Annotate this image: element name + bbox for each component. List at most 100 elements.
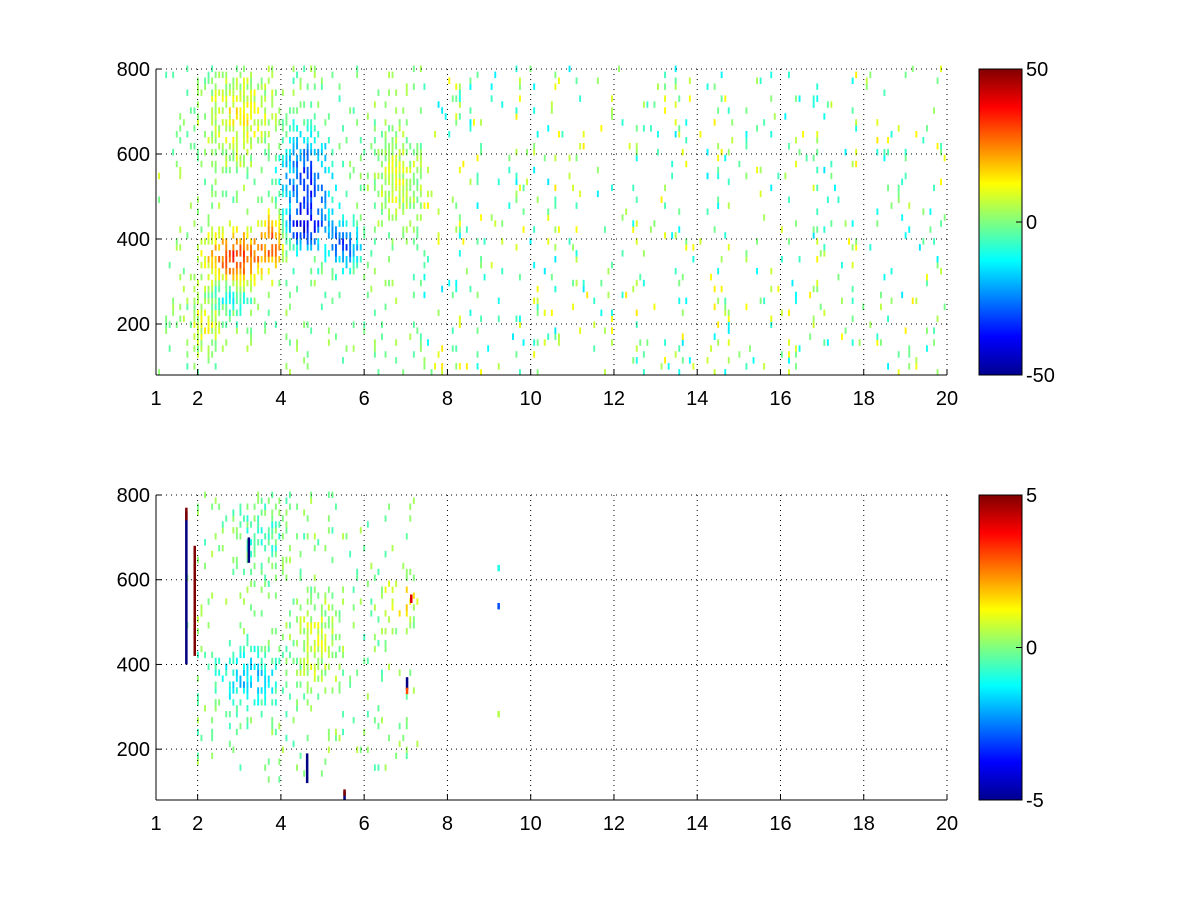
heatmap-cell	[929, 226, 932, 233]
heatmap-cell	[289, 202, 291, 209]
heatmap-cell	[289, 651, 291, 659]
heatmap-cell	[469, 119, 472, 126]
heatmap-cell	[299, 574, 302, 581]
heatmap-cell	[232, 273, 235, 281]
heatmap-cell	[211, 77, 214, 84]
heatmap-cell	[402, 196, 405, 203]
heatmap-cell	[674, 351, 677, 358]
heatmap-cell	[228, 722, 231, 730]
heatmap-cell	[338, 663, 341, 670]
heatmap-cell	[352, 214, 355, 221]
heatmap-cell	[388, 279, 390, 287]
heatmap-cell	[405, 166, 408, 174]
heatmap-cell	[296, 107, 298, 114]
heatmap-cell	[246, 539, 249, 546]
heatmap-cell	[317, 238, 320, 245]
heatmap-cell	[763, 214, 766, 221]
heatmap-cell	[232, 291, 235, 299]
heatmap-cell	[554, 71, 557, 79]
heatmap-cell	[232, 681, 235, 688]
heatmap-cell	[303, 509, 306, 516]
heatmap-cell	[575, 256, 578, 263]
heatmap-cell	[717, 143, 720, 150]
heatmap-cell	[324, 592, 327, 599]
heatmap-cell	[250, 83, 252, 90]
heatmap-cell	[257, 663, 260, 670]
heatmap-cell	[289, 214, 291, 221]
heatmap-cell	[384, 143, 387, 150]
heatmap-cell	[204, 291, 206, 299]
heatmap-cell	[373, 184, 376, 192]
heatmap-cell	[232, 89, 235, 96]
heatmap-cell	[193, 333, 196, 340]
heatmap-cell	[264, 327, 267, 334]
heatmap-cell	[373, 309, 376, 317]
heatmap-cell	[320, 214, 323, 221]
heatmap-cell	[908, 345, 911, 352]
heatmap-cell	[388, 143, 390, 150]
heatmap-cell	[285, 250, 288, 257]
heatmap-cell	[710, 345, 712, 352]
heatmap-cell	[197, 309, 199, 317]
heatmap-cell	[289, 160, 291, 168]
heatmap-cell	[490, 95, 493, 102]
heatmap-cell	[239, 622, 242, 629]
heatmap-cell	[250, 101, 252, 108]
heatmap-cell	[260, 669, 263, 676]
heatmap-cell	[373, 125, 376, 132]
heatmap-cell	[522, 184, 525, 192]
heatmap-cell	[299, 131, 302, 138]
heatmap-cell	[228, 297, 231, 305]
heatmap-cell	[243, 137, 245, 144]
heatmap-cell	[342, 214, 344, 221]
heatmap-cell	[320, 208, 323, 215]
heatmap-cell	[586, 291, 589, 299]
heatmap-cell	[299, 663, 302, 670]
heatmap-cell	[635, 279, 638, 287]
heatmap-cell	[296, 190, 298, 198]
heatmap-cell	[221, 71, 224, 79]
heatmap-cell	[759, 297, 762, 305]
heatmap-cell	[253, 550, 256, 558]
heatmap-cell	[310, 327, 313, 334]
heatmap-cell	[324, 598, 327, 605]
heatmap-cell	[338, 681, 341, 688]
heatmap-cell	[402, 562, 405, 570]
heatmap-cell	[214, 681, 217, 688]
heatmap-cell	[381, 586, 383, 593]
heatmap-cell	[359, 256, 362, 263]
heatmap-cell	[313, 226, 316, 233]
heatmap-cell	[218, 143, 221, 150]
heatmap-cell	[915, 363, 918, 370]
heatmap-cell	[384, 303, 387, 311]
heatmap-cell	[306, 143, 309, 150]
heatmap-cell	[306, 651, 309, 659]
heatmap-cell	[250, 113, 252, 120]
heatmap-cell	[324, 196, 327, 203]
heatmap-cell	[260, 539, 263, 546]
heatmap-cell	[381, 131, 383, 138]
heatmap-cell	[826, 101, 829, 108]
heatmap-cell	[296, 705, 298, 712]
heatmap-cell	[221, 303, 224, 311]
heatmap-cell	[243, 89, 245, 96]
heatmap-cell	[388, 208, 390, 215]
heatmap-cell	[826, 339, 829, 346]
heatmap-cell	[239, 592, 242, 599]
heatmap-cell	[285, 113, 288, 120]
heatmap-cell	[239, 521, 242, 528]
heatmap-cell	[218, 503, 221, 510]
heatmap-cell	[366, 113, 369, 120]
heatmap-cell	[352, 586, 355, 593]
heatmap-cell	[926, 273, 928, 281]
heatmap-cell	[285, 622, 288, 629]
heatmap-cell	[642, 101, 645, 108]
heatmap-cell	[752, 357, 755, 364]
heatmap-cell	[235, 250, 238, 257]
heatmap-cell	[303, 693, 306, 700]
heatmap-cell	[529, 65, 532, 73]
heatmap-cell	[812, 184, 815, 192]
heatmap-cell	[416, 154, 419, 162]
heatmap-cell	[313, 65, 316, 73]
heatmap-cell	[243, 160, 245, 168]
